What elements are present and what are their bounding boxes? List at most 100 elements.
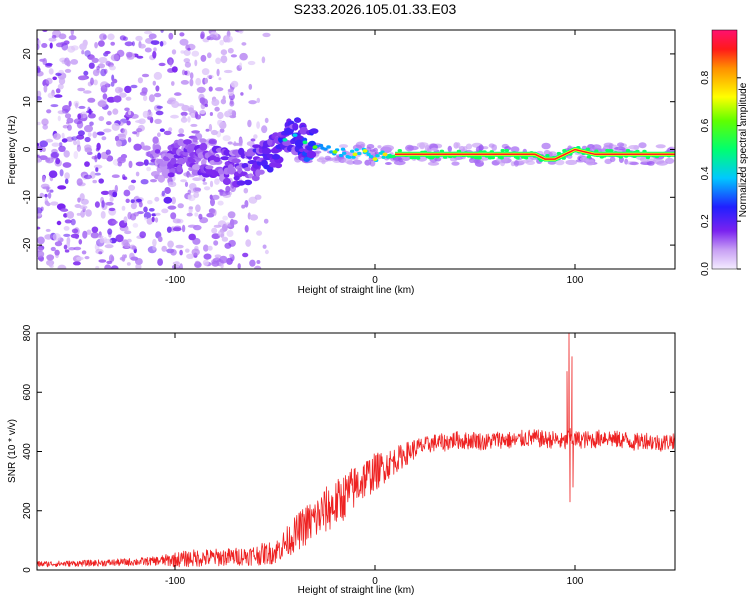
spectral-noise-blob bbox=[133, 143, 142, 151]
spectral-noise-blob bbox=[63, 150, 70, 158]
snr-y-tick-label: 200 bbox=[22, 502, 33, 519]
spectral-noise-blob bbox=[87, 106, 91, 114]
spectral-noise-blob bbox=[190, 112, 195, 118]
spectral-noise-blob bbox=[143, 159, 149, 166]
spectral-noise-blob bbox=[114, 86, 123, 94]
snr-y-tick-label: 0 bbox=[22, 567, 33, 573]
colorbar-tick-label: 0.8 bbox=[700, 70, 711, 84]
spectral-noise-blob bbox=[66, 117, 74, 124]
spectral-halo-blob bbox=[456, 142, 461, 149]
spectral-noise-blob bbox=[183, 49, 191, 56]
spectral-noise-blob bbox=[189, 72, 194, 80]
spectral-halo-blob bbox=[364, 159, 372, 166]
spectral-noise-blob bbox=[59, 142, 63, 147]
spectral-noise-blob bbox=[61, 42, 69, 51]
spectral-noise-blob bbox=[84, 124, 93, 133]
spectral-noise-blob bbox=[74, 204, 82, 208]
spectral-noise-blob bbox=[98, 57, 108, 64]
spectral-noise-blob bbox=[144, 30, 152, 35]
spectral-noise-blob bbox=[72, 261, 81, 266]
spectral-ridge-blob bbox=[295, 118, 302, 123]
spectral-noise-blob bbox=[148, 94, 155, 103]
spectral-ridge-blob bbox=[176, 157, 186, 165]
spectral-peak bbox=[282, 138, 288, 142]
spectrogram-y-tick-label: 10 bbox=[22, 96, 33, 108]
spectral-ridge-blob bbox=[351, 155, 356, 159]
snr-y-axis-label: SNR (10 * v/v) bbox=[7, 419, 18, 483]
spectral-ridge-blob bbox=[326, 145, 331, 149]
spectral-noise-blob bbox=[84, 147, 93, 153]
spectral-noise-blob bbox=[43, 85, 48, 93]
spectral-noise-blob bbox=[37, 157, 42, 164]
spectral-noise-blob bbox=[256, 230, 263, 236]
spectral-noise-blob bbox=[247, 60, 256, 66]
spectral-noise-blob bbox=[130, 84, 138, 89]
spectral-noise-blob bbox=[139, 231, 146, 239]
spectral-noise-blob bbox=[96, 69, 101, 74]
spectral-noise-blob bbox=[124, 41, 133, 47]
spectral-peak bbox=[372, 157, 378, 161]
snr-y-tick-label: 600 bbox=[22, 383, 33, 400]
spectral-noise-blob bbox=[48, 37, 57, 42]
spectral-noise-blob bbox=[62, 105, 71, 112]
spectral-noise-blob bbox=[84, 256, 90, 260]
spectral-noise-blob bbox=[104, 244, 114, 249]
spectral-noise-blob bbox=[109, 196, 114, 202]
spectral-noise-blob bbox=[79, 193, 85, 201]
spectral-noise-blob bbox=[135, 161, 145, 167]
spectral-noise-blob bbox=[101, 136, 107, 141]
spectral-noise-blob bbox=[256, 97, 261, 103]
spectral-noise-blob bbox=[221, 236, 229, 242]
spectral-noise-blob bbox=[111, 174, 120, 178]
spectral-noise-blob bbox=[119, 92, 127, 98]
spectral-noise-blob bbox=[159, 128, 165, 132]
spectral-noise-blob bbox=[227, 141, 233, 145]
spectral-noise-blob bbox=[57, 83, 64, 90]
spectral-ridge-blob bbox=[176, 164, 183, 173]
spectral-noise-blob bbox=[203, 186, 211, 191]
spectral-halo-blob bbox=[633, 145, 640, 151]
spectral-noise-blob bbox=[200, 54, 207, 62]
spectrogram-y-tick-label: -10 bbox=[22, 190, 33, 205]
spectral-noise-blob bbox=[41, 147, 46, 152]
spectral-noise-blob bbox=[163, 196, 173, 204]
spectral-ridge-blob bbox=[267, 138, 273, 146]
spectral-noise-blob bbox=[129, 252, 135, 260]
spectral-noise-blob bbox=[75, 102, 79, 109]
spectral-noise-blob bbox=[127, 211, 132, 220]
spectral-noise-blob bbox=[58, 69, 64, 74]
spectral-noise-blob bbox=[201, 68, 210, 76]
spectral-ridge-blob bbox=[213, 156, 221, 163]
spectral-peak bbox=[352, 152, 358, 157]
spectral-halo-blob bbox=[614, 146, 626, 151]
spectral-noise-blob bbox=[88, 62, 95, 69]
spectral-halo-blob bbox=[555, 159, 565, 166]
spectral-noise-blob bbox=[100, 190, 110, 195]
spectral-noise-blob bbox=[37, 246, 44, 253]
spectral-halo-blob bbox=[430, 147, 438, 151]
spectral-peak bbox=[292, 133, 298, 137]
spectral-noise-blob bbox=[242, 252, 249, 258]
spectral-noise-blob bbox=[81, 50, 85, 55]
spectral-noise-blob bbox=[62, 162, 72, 168]
spectral-noise-blob bbox=[109, 65, 116, 71]
spectral-noise-blob bbox=[243, 187, 249, 194]
spectral-noise-blob bbox=[194, 59, 198, 67]
spectral-noise-blob bbox=[222, 135, 231, 142]
spectral-noise-blob bbox=[155, 85, 160, 92]
spectral-noise-blob bbox=[156, 105, 163, 109]
spectral-noise-blob bbox=[246, 141, 255, 147]
spectral-noise-blob bbox=[238, 30, 244, 34]
spectral-noise-blob bbox=[41, 118, 49, 126]
spectral-noise-blob bbox=[211, 194, 220, 200]
spectral-noise-blob bbox=[64, 68, 72, 73]
spectral-noise-blob bbox=[123, 189, 131, 197]
spectral-noise-blob bbox=[120, 227, 130, 232]
spectral-noise-blob bbox=[101, 200, 105, 208]
spectral-noise-blob bbox=[154, 92, 162, 98]
snr-series-line bbox=[37, 333, 675, 568]
spectral-ridge-blob bbox=[347, 155, 352, 159]
spectral-noise-blob bbox=[37, 43, 40, 51]
spectral-noise-blob bbox=[96, 142, 101, 151]
spectral-ridge-blob bbox=[163, 173, 169, 179]
